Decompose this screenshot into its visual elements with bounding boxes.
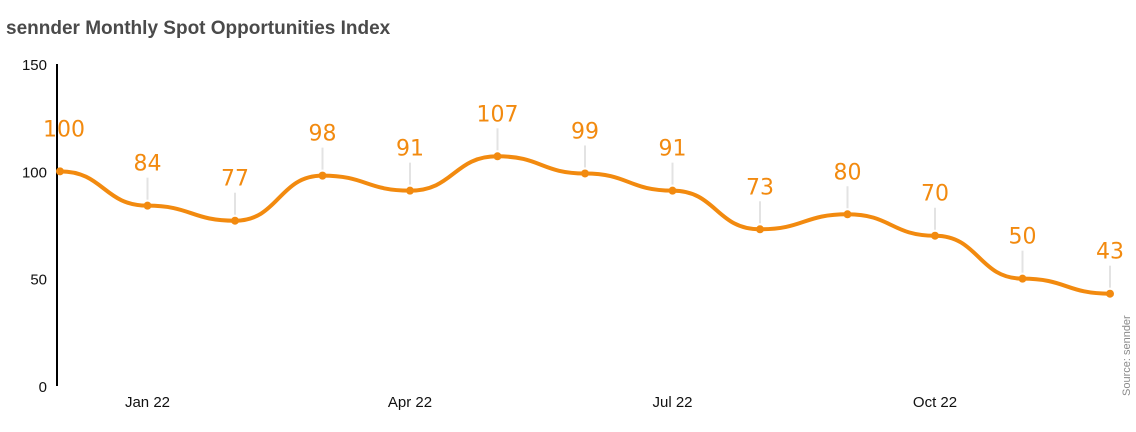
data-point <box>143 201 152 210</box>
data-point <box>843 210 852 219</box>
label-leader-lines <box>146 128 1111 288</box>
data-point <box>581 169 589 178</box>
chart-title: sennder Monthly Spot Opportunities Index <box>6 18 391 39</box>
data-point <box>231 216 239 225</box>
x-tick-label: Oct 22 <box>913 394 957 411</box>
x-tick-label: Apr 22 <box>388 394 432 411</box>
y-axis-ticks: 0 50 100 150 <box>22 57 47 396</box>
data-label: 50 <box>1009 225 1037 250</box>
y-tick-label: 0 <box>39 379 47 396</box>
data-label: 70 <box>921 182 949 207</box>
x-axis-ticks: Jan 22 Apr 22 Jul 22 Oct 22 <box>125 394 957 411</box>
y-tick-label: 100 <box>22 164 47 181</box>
y-tick-label: 50 <box>30 272 47 289</box>
data-point <box>1106 289 1114 298</box>
data-points <box>56 152 1114 298</box>
data-point <box>756 225 764 234</box>
data-label: 91 <box>659 137 687 162</box>
data-labels: 100 84 77 98 91 107 99 91 73 80 70 50 43 <box>43 102 1124 264</box>
data-label: 98 <box>309 122 337 147</box>
data-label: 80 <box>834 160 862 185</box>
source-note: Source: sennder <box>1121 315 1133 396</box>
data-point <box>493 152 502 161</box>
data-point <box>406 186 414 195</box>
data-point <box>318 171 327 180</box>
data-point <box>668 186 677 195</box>
data-label: 43 <box>1096 240 1124 265</box>
y-tick-label: 150 <box>22 57 47 74</box>
data-point <box>931 231 939 240</box>
x-tick-label: Jan 22 <box>125 394 170 411</box>
data-point <box>56 167 64 176</box>
data-label: 107 <box>477 102 519 127</box>
data-label: 91 <box>396 137 424 162</box>
data-label: 73 <box>746 175 774 200</box>
data-label: 100 <box>43 117 85 142</box>
data-point <box>1018 274 1027 283</box>
x-tick-label: Jul 22 <box>652 394 692 411</box>
data-label: 99 <box>571 119 599 144</box>
data-label: 84 <box>134 152 162 177</box>
data-label: 77 <box>221 167 249 192</box>
